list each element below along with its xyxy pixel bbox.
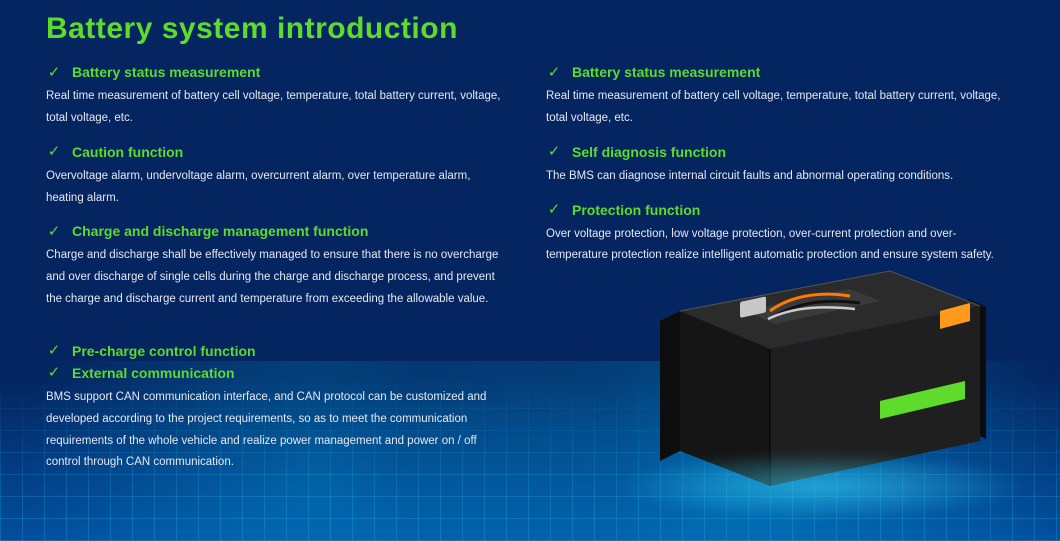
check-icon: ✓ (46, 144, 62, 159)
feature-desc: The BMS can diagnose internal circuit fa… (546, 166, 1014, 188)
feature-title: Battery status measurement (572, 64, 760, 80)
feature-desc: Charge and discharge shall be effectivel… (46, 245, 506, 311)
page-title: Battery system introduction (46, 12, 1014, 46)
left-column: ✓ Battery status measurement Real time m… (46, 64, 506, 488)
feature-title: Charge and discharge management function (72, 223, 368, 239)
feature-item: ✓ Self diagnosis function The BMS can di… (546, 144, 1014, 188)
check-icon: ✓ (46, 224, 62, 239)
check-icon: ✓ (546, 65, 562, 80)
feature-item: ✓ Charge and discharge management functi… (46, 223, 506, 311)
check-icon: ✓ (46, 65, 62, 80)
feature-title: Self diagnosis function (572, 144, 726, 160)
feature-item: ✓ External communication BMS support CAN… (46, 365, 506, 474)
feature-desc: Real time measurement of battery cell vo… (46, 86, 506, 130)
feature-item: ✓ Pre-charge control function (46, 343, 506, 359)
check-icon: ✓ (46, 365, 62, 380)
feature-item: ✓ Battery status measurement Real time m… (546, 64, 1014, 130)
battery-pack-image (650, 251, 990, 511)
check-icon: ✓ (46, 343, 62, 358)
feature-title: External communication (72, 365, 235, 381)
feature-title: Pre-charge control function (72, 343, 256, 359)
feature-title: Caution function (72, 144, 183, 160)
feature-desc: Real time measurement of battery cell vo… (546, 86, 1014, 130)
feature-title: Battery status measurement (72, 64, 260, 80)
check-icon: ✓ (546, 144, 562, 159)
glow-effect (610, 451, 1030, 521)
check-icon: ✓ (546, 202, 562, 217)
feature-item: ✓ Battery status measurement Real time m… (46, 64, 506, 130)
feature-desc: Overvoltage alarm, undervoltage alarm, o… (46, 166, 506, 210)
feature-title: Protection function (572, 202, 700, 218)
feature-item: ✓ Caution function Overvoltage alarm, un… (46, 144, 506, 210)
feature-desc: BMS support CAN communication interface,… (46, 387, 506, 474)
